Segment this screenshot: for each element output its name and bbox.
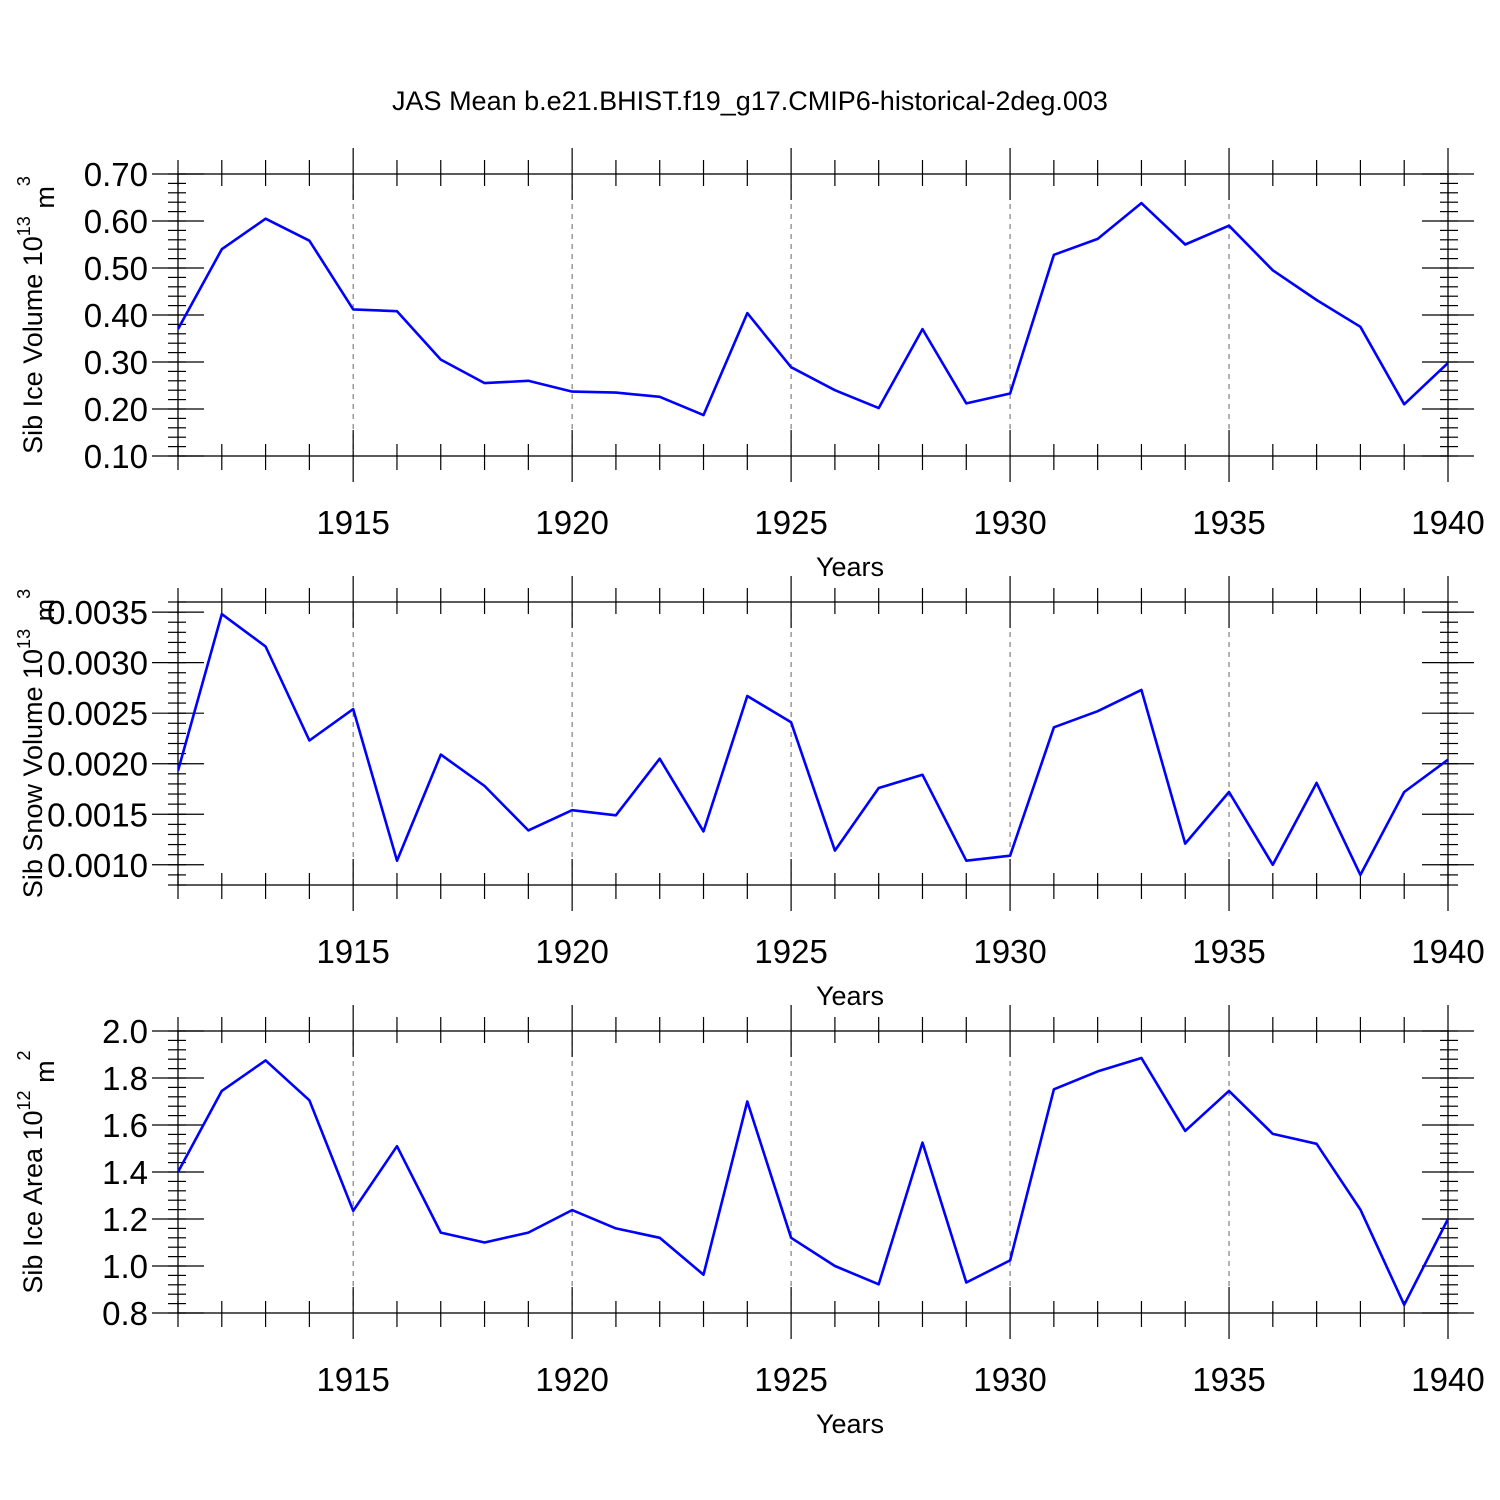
panel-ice-volume: 0.10 0.20 0.30 0.40 0.50 0.60 0.70 1915 1920 1925… (14, 148, 1485, 582)
x-tick-label: 1930 (973, 933, 1046, 970)
y-tick-label: 1.6 (102, 1107, 148, 1144)
series-line (178, 201, 1448, 417)
y-axis-label-part: Sib Ice Area 10 (18, 1110, 48, 1293)
plot-frame (177, 601, 1449, 886)
y-axis-label-part: Sib Ice Volume 10 (18, 236, 48, 454)
x-tick-label: 1915 (316, 504, 389, 541)
x-tick-label: 1915 (316, 1361, 389, 1398)
y-axis-label-part: 12 (14, 1090, 34, 1110)
x-tick-label: 1940 (1411, 1361, 1484, 1398)
y-axis-label-part: m (30, 599, 60, 629)
y-tick-label: 0.20 (84, 391, 148, 428)
y-tick-label: 0.0035 (47, 594, 148, 631)
y-axis-label-part: m (30, 1060, 60, 1090)
y-tick-label: 0.40 (84, 297, 148, 334)
x-tick-label: 1935 (1192, 933, 1265, 970)
y-tick-label: 1.8 (102, 1060, 148, 1097)
y-axis-label-part: 13 (14, 216, 34, 236)
y-axis-label-part: 2 (14, 1050, 34, 1060)
plot-frame (177, 173, 1449, 457)
x-axis-label: Years (816, 981, 884, 1011)
y-tick-label: 0.60 (84, 203, 148, 240)
y-axis-label: Sib Snow Volume 1013 m3 (14, 589, 60, 898)
x-tick-label: 1935 (1192, 1361, 1265, 1398)
x-tick-label: 1925 (754, 504, 827, 541)
x-tick-label: 1935 (1192, 504, 1265, 541)
y-axis-label: Sib Ice Volume 1013 m3 (14, 176, 60, 454)
y-tick-label: 2.0 (102, 1013, 148, 1050)
y-axis-label-part: 3 (14, 176, 34, 186)
y-tick-label: 1.4 (102, 1154, 148, 1191)
x-tick-label: 1915 (316, 933, 389, 970)
x-tick-label: 1930 (973, 504, 1046, 541)
x-axis-label: Years (816, 552, 884, 582)
y-tick-label: 0.10 (84, 438, 148, 475)
panel-snow-volume: 0.0010 0.0015 0.0020 0.0025 0.0030 0.0035 1915… (14, 576, 1485, 1011)
x-axis-label: Years (816, 1409, 884, 1439)
y-tick-label: 0.0025 (47, 695, 148, 732)
y-tick-label: 0.70 (84, 156, 148, 193)
y-tick-label: 0.50 (84, 250, 148, 287)
y-tick-label: 0.0020 (47, 746, 148, 783)
y-axis-label: Sib Ice Area 1012 m2 (14, 1050, 60, 1293)
plot-frame (177, 1030, 1449, 1314)
x-tick-label: 1925 (754, 933, 827, 970)
y-tick-label: 0.30 (84, 344, 148, 381)
series-line (178, 612, 1448, 877)
x-tick-label: 1920 (535, 504, 608, 541)
y-axis-label-part: Sib Snow Volume 10 (18, 649, 48, 898)
y-axis-label-part: 3 (14, 589, 34, 599)
y-tick-label: 1.0 (102, 1248, 148, 1285)
x-tick-label: 1940 (1411, 504, 1484, 541)
panels: 0.10 0.20 0.30 0.40 0.50 0.60 0.70 1915 1920 1925… (14, 148, 1485, 1439)
y-tick-label: 0.0015 (47, 796, 148, 833)
x-tick-label: 1920 (535, 933, 608, 970)
y-tick-label: 1.2 (102, 1201, 148, 1238)
chart-title: JAS Mean b.e21.BHIST.f19_g17.CMIP6-histo… (392, 86, 1108, 116)
y-tick-label: 0.8 (102, 1295, 148, 1332)
x-tick-label: 1940 (1411, 933, 1484, 970)
y-tick-label: 0.0030 (47, 645, 148, 682)
panel-ice-area: 0.8 1.0 1.2 1.4 1.6 1.8 2.0 1915 1920 1925 1930 193… (14, 1005, 1485, 1439)
y-axis-label-part: m (30, 186, 60, 216)
x-tick-label: 1920 (535, 1361, 608, 1398)
y-tick-label: 0.0010 (47, 847, 148, 884)
x-tick-label: 1930 (973, 1361, 1046, 1398)
y-axis-label-part: 13 (14, 629, 34, 649)
x-tick-label: 1925 (754, 1361, 827, 1398)
series-line (178, 1056, 1448, 1307)
